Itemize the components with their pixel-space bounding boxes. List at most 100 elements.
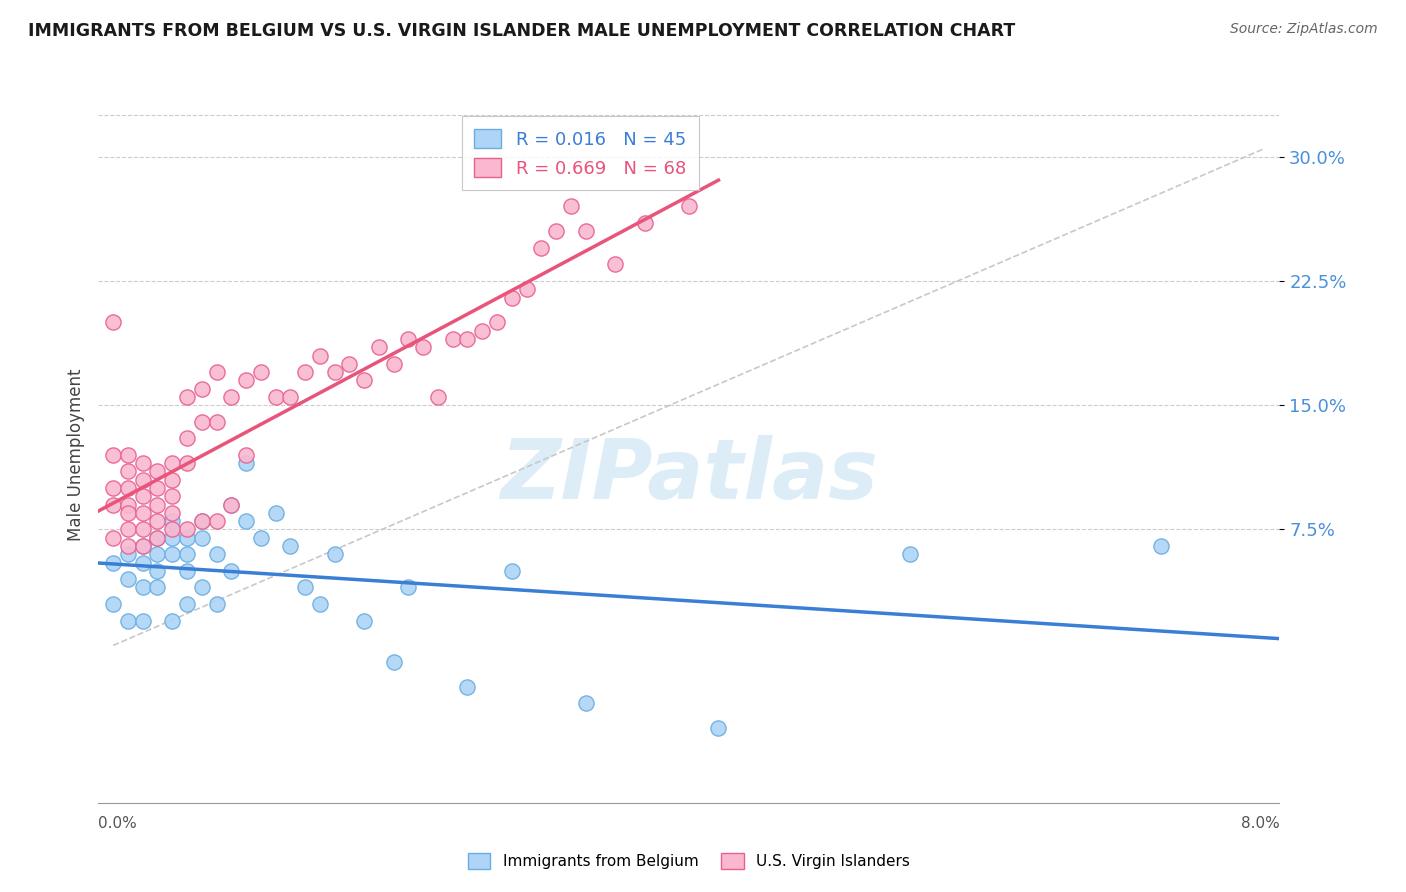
Text: IMMIGRANTS FROM BELGIUM VS U.S. VIRGIN ISLANDER MALE UNEMPLOYMENT CORRELATION CH: IMMIGRANTS FROM BELGIUM VS U.S. VIRGIN I… <box>28 22 1015 40</box>
Legend: Immigrants from Belgium, U.S. Virgin Islanders: Immigrants from Belgium, U.S. Virgin Isl… <box>461 847 917 875</box>
Point <box>146 531 169 545</box>
Point <box>176 597 198 611</box>
Point <box>132 539 155 553</box>
Point <box>235 448 257 462</box>
Point <box>294 365 316 379</box>
Point <box>132 456 155 470</box>
Legend: R = 0.016   N = 45, R = 0.669   N = 68: R = 0.016 N = 45, R = 0.669 N = 68 <box>461 116 699 190</box>
Point <box>162 506 183 520</box>
Point <box>176 456 198 470</box>
Point <box>162 514 183 528</box>
Point <box>146 581 169 595</box>
Point <box>456 680 478 694</box>
Point <box>426 390 449 404</box>
Y-axis label: Male Unemployment: Male Unemployment <box>66 368 84 541</box>
Text: 0.0%: 0.0% <box>98 816 138 831</box>
Point <box>205 597 228 611</box>
Point <box>162 547 183 561</box>
Point <box>278 539 301 553</box>
Point <box>103 556 124 570</box>
Point <box>191 415 214 429</box>
Point <box>176 390 198 404</box>
Point <box>176 531 198 545</box>
Point <box>382 655 405 669</box>
Point <box>191 514 214 528</box>
Point <box>103 448 124 462</box>
Point <box>146 514 169 528</box>
Point <box>117 465 139 479</box>
Point <box>162 531 183 545</box>
Point <box>103 315 124 329</box>
Point <box>219 498 242 512</box>
Point <box>132 556 155 570</box>
Point <box>132 581 155 595</box>
Point <box>308 597 332 611</box>
Point <box>560 199 582 213</box>
Point <box>501 291 523 305</box>
Point <box>605 257 627 271</box>
Point <box>205 415 228 429</box>
Point <box>132 614 155 628</box>
Point <box>146 481 169 495</box>
Point <box>278 390 301 404</box>
Point <box>235 456 257 470</box>
Point <box>396 332 419 346</box>
Point <box>544 224 567 238</box>
Point <box>471 324 494 338</box>
Point <box>162 523 183 537</box>
Point <box>162 489 183 503</box>
Point <box>205 547 228 561</box>
Point <box>117 448 139 462</box>
Point <box>132 473 155 487</box>
Point <box>337 357 360 371</box>
Point <box>219 390 242 404</box>
Text: Source: ZipAtlas.com: Source: ZipAtlas.com <box>1230 22 1378 37</box>
Point <box>176 564 198 578</box>
Point <box>103 481 124 495</box>
Point <box>103 597 124 611</box>
Point <box>250 531 273 545</box>
Point <box>441 332 464 346</box>
Point <box>235 514 257 528</box>
Point <box>191 531 214 545</box>
Text: ZIPatlas: ZIPatlas <box>501 435 877 516</box>
Point <box>205 514 228 528</box>
Point <box>353 373 375 387</box>
Point <box>264 390 287 404</box>
Point <box>678 199 700 213</box>
Point <box>396 581 419 595</box>
Point <box>264 506 287 520</box>
Point <box>219 498 242 512</box>
Point <box>117 506 139 520</box>
Point <box>412 340 434 354</box>
Point <box>132 523 155 537</box>
Point <box>117 539 139 553</box>
Point <box>530 241 553 255</box>
Point <box>162 456 183 470</box>
Point <box>515 282 537 296</box>
Point <box>146 547 169 561</box>
Point <box>501 564 523 578</box>
Point <box>382 357 405 371</box>
Point <box>485 315 508 329</box>
Point <box>219 564 242 578</box>
Point <box>146 465 169 479</box>
Point <box>117 572 139 586</box>
Point <box>308 349 332 363</box>
Point <box>103 498 124 512</box>
Point <box>146 531 169 545</box>
Point <box>117 547 139 561</box>
Point <box>456 332 478 346</box>
Point <box>574 224 596 238</box>
Point <box>898 547 921 561</box>
Point <box>117 498 139 512</box>
Point <box>176 431 198 445</box>
Point <box>103 531 124 545</box>
Point <box>132 506 155 520</box>
Point <box>323 547 346 561</box>
Point <box>132 539 155 553</box>
Text: 8.0%: 8.0% <box>1240 816 1279 831</box>
Point <box>117 614 139 628</box>
Point <box>117 481 139 495</box>
Point <box>707 721 730 735</box>
